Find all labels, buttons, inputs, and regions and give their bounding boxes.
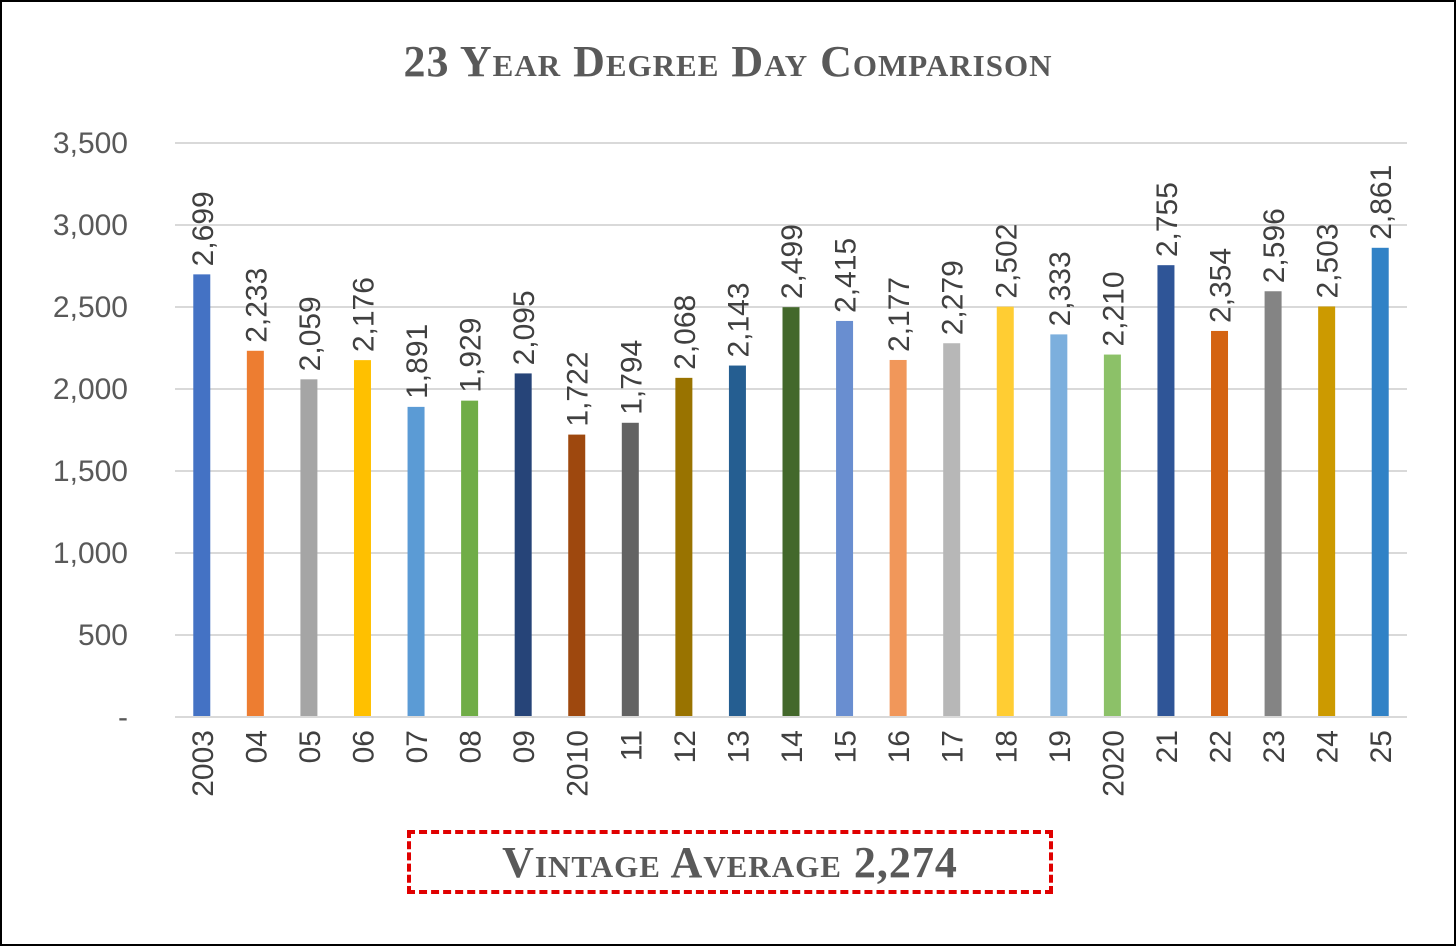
- bar: [300, 379, 318, 717]
- bar: [996, 306, 1014, 717]
- data-label: 1,929: [455, 318, 488, 393]
- x-tick-label: 09: [508, 730, 541, 763]
- bar: [407, 406, 425, 717]
- bar: [1318, 306, 1336, 717]
- x-tick-label: 18: [990, 730, 1023, 763]
- x-tick-label: 08: [455, 730, 488, 763]
- bar: [728, 365, 746, 717]
- x-tick-label: 24: [1312, 730, 1345, 763]
- bar: [353, 360, 371, 717]
- data-labels: 2,699 2,233 2,059 2,176 1,891 1,929 2,095 1,722…: [187, 165, 1398, 427]
- x-tick-label: 21: [1151, 730, 1184, 763]
- bar: [246, 350, 264, 717]
- x-tick-label: 12: [669, 730, 702, 763]
- bar: [568, 434, 586, 717]
- data-label: 2,068: [669, 295, 702, 370]
- y-tick-label: 3,000: [53, 209, 128, 242]
- data-label: 2,143: [722, 282, 755, 357]
- x-tick-label: 11: [615, 730, 648, 761]
- y-tick-label: -: [118, 701, 128, 734]
- x-tick-label: 15: [830, 730, 863, 763]
- vintage-average-callout: Vintage Average 2,274: [407, 830, 1053, 894]
- x-tick-label: 13: [722, 730, 755, 763]
- data-label: 2,503: [1312, 223, 1345, 298]
- bar: [1157, 265, 1175, 717]
- bar: [1264, 291, 1282, 717]
- x-tick-label: 07: [401, 730, 434, 763]
- x-tick-label: 22: [1205, 730, 1238, 763]
- x-tick-label: 2020: [1097, 730, 1130, 797]
- x-axis-ticks: 2003 04 05 06 07 08 09 2010 11 12 13 14 15 16 17 18 19 20…: [187, 730, 1398, 797]
- data-label: 2,059: [294, 296, 327, 371]
- vintage-average-text: Vintage Average 2,274: [502, 837, 958, 887]
- data-label: 2,699: [187, 191, 220, 266]
- data-label: 2,233: [240, 268, 273, 343]
- data-label: 2,502: [990, 224, 1023, 299]
- bar: [1050, 334, 1068, 717]
- y-tick-label: 3,500: [53, 127, 128, 160]
- x-tick-label: 19: [1044, 730, 1077, 763]
- data-label: 1,722: [562, 352, 595, 427]
- y-axis-ticks: - 500 1,000 1,500 2,000 2,500 3,000 3,500: [53, 127, 128, 734]
- data-label: 2,176: [347, 277, 380, 352]
- bar: [514, 373, 532, 717]
- bar: [1211, 330, 1229, 717]
- data-label: 2,333: [1044, 251, 1077, 326]
- data-label: 2,177: [883, 277, 916, 352]
- data-label: 2,210: [1097, 271, 1130, 346]
- data-label: 2,755: [1151, 182, 1184, 257]
- x-tick-label: 25: [1365, 730, 1398, 763]
- bar: [1103, 354, 1121, 717]
- x-tick-label: 16: [883, 730, 916, 763]
- x-tick-label: 06: [347, 730, 380, 763]
- data-label: 2,095: [508, 290, 541, 365]
- bars: [193, 247, 1389, 717]
- bar: [621, 422, 639, 717]
- x-tick-label: 14: [776, 730, 809, 763]
- bar: [943, 343, 961, 717]
- data-label: 2,596: [1258, 208, 1291, 283]
- bar: [193, 274, 211, 717]
- bar: [836, 320, 854, 717]
- data-label: 2,499: [776, 224, 809, 299]
- bar: [461, 400, 479, 717]
- x-tick-label: 2003: [187, 730, 220, 797]
- data-label: 2,354: [1205, 248, 1238, 323]
- data-label: 2,415: [830, 238, 863, 313]
- y-tick-label: 2,000: [53, 373, 128, 406]
- bar: [675, 377, 693, 717]
- x-tick-label: 23: [1258, 730, 1291, 763]
- y-tick-label: 500: [78, 619, 128, 652]
- x-tick-label: 2010: [562, 730, 595, 797]
- data-label: 2,279: [937, 260, 970, 335]
- x-tick-label: 04: [240, 730, 273, 763]
- x-tick-label: 17: [937, 730, 970, 763]
- bar: [782, 307, 800, 717]
- chart-title: 23 Year Degree Day Comparison: [403, 37, 1053, 86]
- x-tick-label: 05: [294, 730, 327, 763]
- bar: [889, 359, 907, 717]
- bar: [1371, 247, 1389, 717]
- data-label: 2,861: [1365, 165, 1398, 240]
- y-tick-label: 1,000: [53, 537, 128, 570]
- data-label: 1,891: [401, 324, 434, 399]
- data-label: 1,794: [615, 340, 648, 415]
- y-tick-label: 1,500: [53, 455, 128, 488]
- y-tick-label: 2,500: [53, 291, 128, 324]
